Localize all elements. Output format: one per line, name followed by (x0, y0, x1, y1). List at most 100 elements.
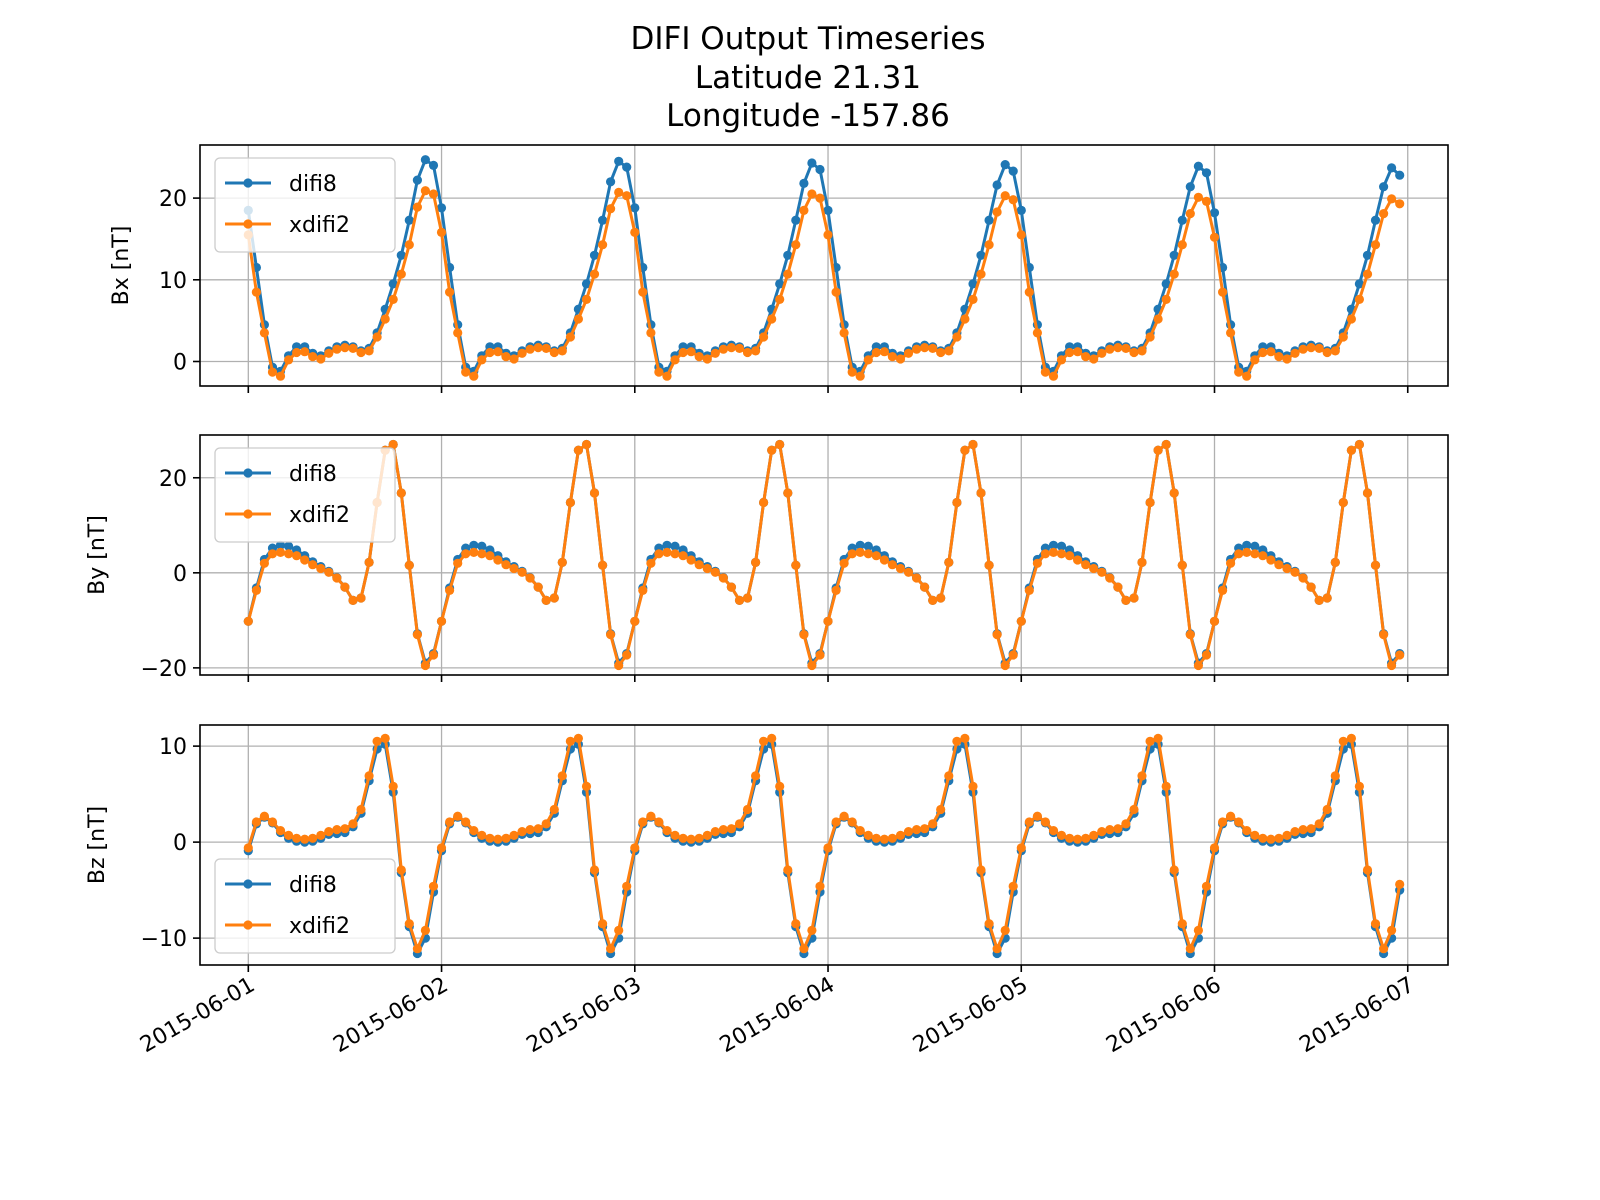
axes-frame (199, 724, 1449, 966)
data-point-xdifi2 (1153, 445, 1163, 455)
data-point-xdifi2 (654, 549, 664, 559)
data-point-xdifi2 (267, 367, 278, 377)
legend-entry-difi8: difi8 (225, 462, 337, 487)
data-point-xdifi2 (839, 811, 849, 821)
data-point-xdifi2 (912, 344, 922, 354)
data-point-xdifi2 (549, 804, 559, 815)
data-point-xdifi2 (968, 439, 978, 450)
data-point-xdifi2 (960, 445, 970, 455)
data-point-xdifi2 (984, 560, 994, 570)
data-point-xdifi2 (251, 585, 261, 596)
data-point-xdifi2 (614, 660, 624, 671)
data-point-xdifi2 (863, 355, 873, 365)
data-point-xdifi2 (428, 881, 439, 891)
data-point-xdifi2 (573, 445, 584, 455)
data-point-xdifi2 (976, 269, 986, 279)
data-point-difi8 (855, 540, 865, 550)
data-point-xdifi2 (734, 819, 745, 829)
data-point-xdifi2 (928, 343, 938, 353)
data-point-xdifi2 (477, 355, 487, 365)
data-point-xdifi2 (887, 560, 898, 570)
y-tick-label: 10 (159, 735, 187, 760)
data-point-xdifi2 (1338, 497, 1348, 508)
data-point-xdifi2 (284, 549, 294, 559)
data-point-xdifi2 (259, 558, 269, 568)
data-point-xdifi2 (541, 819, 551, 829)
data-point-difi8 (1008, 166, 1018, 176)
data-point-xdifi2 (1177, 560, 1187, 570)
y-axis-label: By [nT] (85, 515, 110, 595)
data-point-xdifi2 (1290, 827, 1300, 837)
data-point-difi8 (1201, 168, 1212, 178)
data-point-xdifi2 (525, 573, 535, 583)
data-point-xdifi2 (428, 189, 439, 199)
data-point-xdifi2 (557, 346, 567, 356)
data-point-xdifi2 (485, 551, 495, 561)
data-point-difi8 (428, 160, 439, 170)
data-point-xdifi2 (694, 833, 704, 843)
data-point-xdifi2 (1032, 328, 1042, 338)
legend-label: xdifi2 (289, 213, 350, 238)
data-point-xdifi2 (517, 827, 527, 837)
legend-marker (243, 509, 253, 519)
series-line-xdifi2 (246, 443, 1401, 667)
data-point-xdifi2 (879, 834, 890, 844)
data-point-xdifi2 (726, 343, 737, 353)
data-point-xdifi2 (960, 733, 970, 744)
data-point-xdifi2 (992, 944, 1002, 954)
data-point-xdifi2 (541, 595, 551, 606)
data-point-xdifi2 (686, 347, 696, 357)
y-axis-label: Bz [nT] (85, 806, 110, 884)
data-point-xdifi2 (1201, 881, 1212, 891)
data-point-xdifi2 (1097, 827, 1107, 837)
data-point-xdifi2 (1346, 733, 1356, 744)
data-point-xdifi2 (1379, 944, 1389, 954)
data-point-xdifi2 (308, 352, 318, 362)
data-point-xdifi2 (928, 595, 938, 606)
data-point-xdifi2 (1024, 817, 1034, 827)
data-point-xdifi2 (638, 817, 648, 827)
data-point-xdifi2 (646, 558, 656, 568)
data-point-xdifi2 (1056, 830, 1067, 841)
legend-label: xdifi2 (289, 503, 350, 528)
data-point-xdifi2 (702, 830, 712, 841)
data-point-xdifi2 (662, 547, 672, 558)
data-point-difi8 (436, 203, 447, 213)
data-point-difi8 (581, 279, 592, 289)
data-point-xdifi2 (1145, 497, 1155, 508)
data-point-xdifi2 (404, 560, 414, 570)
data-point-xdifi2 (1073, 347, 1083, 357)
data-point-xdifi2 (372, 332, 382, 342)
data-point-xdifi2 (606, 944, 616, 954)
data-point-difi8 (1209, 208, 1220, 218)
data-point-xdifi2 (678, 551, 688, 561)
data-point-xdifi2 (557, 557, 567, 568)
panel-bz: −10 0 10 Bz [nT] difi8 xdifi2 (85, 724, 1449, 972)
data-point-xdifi2 (1048, 547, 1059, 558)
data-point-xdifi2 (1266, 834, 1276, 844)
data-point-xdifi2 (831, 817, 841, 827)
data-point-xdifi2 (1121, 343, 1131, 353)
data-point-xdifi2 (469, 826, 479, 836)
data-point-difi8 (404, 215, 414, 225)
data-point-difi8 (807, 158, 817, 168)
data-point-xdifi2 (759, 497, 769, 508)
data-point-xdifi2 (903, 348, 914, 358)
data-point-xdifi2 (1105, 825, 1115, 835)
data-point-xdifi2 (1258, 551, 1268, 561)
data-point-xdifi2 (428, 650, 439, 660)
data-point-difi8 (622, 162, 632, 172)
data-point-xdifi2 (1330, 771, 1340, 781)
data-point-xdifi2 (630, 227, 640, 237)
data-point-xdifi2 (944, 771, 954, 781)
data-point-xdifi2 (1387, 925, 1397, 936)
data-point-xdifi2 (847, 549, 857, 559)
data-point-xdifi2 (694, 560, 704, 570)
data-point-xdifi2 (251, 817, 261, 827)
data-point-xdifi2 (469, 547, 479, 558)
legend-marker (243, 178, 253, 188)
data-point-xdifi2 (775, 781, 785, 792)
data-point-difi8 (992, 180, 1002, 190)
data-point-xdifi2 (1234, 817, 1244, 827)
